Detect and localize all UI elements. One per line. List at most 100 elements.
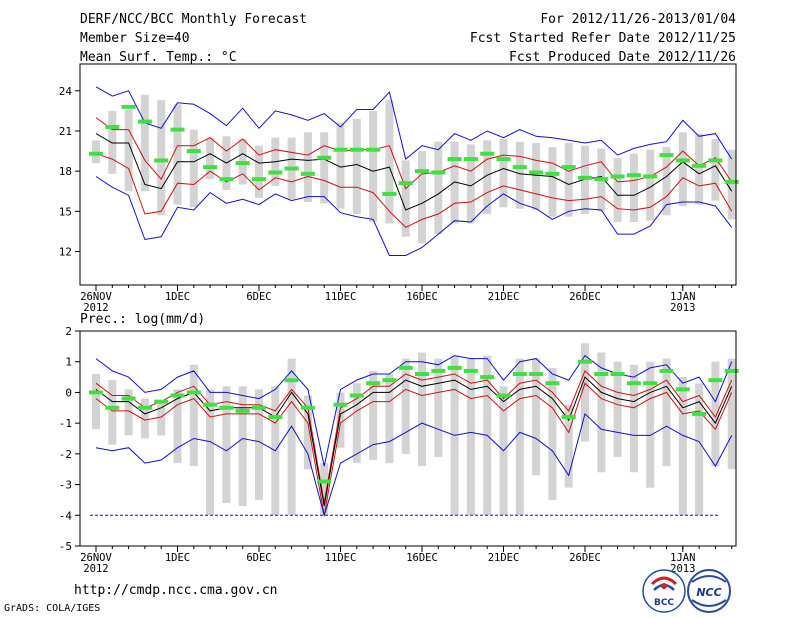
precip-range-box xyxy=(352,383,361,464)
temp-observed-mark xyxy=(235,161,250,166)
temp-range-box xyxy=(564,143,573,217)
temp-upper-line xyxy=(95,117,733,190)
temp-observed-mark xyxy=(561,165,576,170)
agency-logos: BCC NCC xyxy=(642,569,731,613)
temp-range-box xyxy=(189,129,198,208)
precip-observed-mark xyxy=(529,372,544,376)
temp-range-box xyxy=(711,139,720,201)
precip-observed-mark xyxy=(105,405,120,410)
temp-observed-mark xyxy=(431,170,446,175)
precip-observed-mark xyxy=(170,393,185,398)
precip-xtick-label: 21DEC xyxy=(488,552,520,564)
precip-ytick-label: -3 xyxy=(59,479,72,492)
precip-observed-mark xyxy=(154,399,169,404)
temp-range-box xyxy=(450,141,459,224)
precip-xtick-label: 1JAN xyxy=(670,552,695,564)
temp-xtick-sublabel: 2013 xyxy=(670,302,695,314)
precip-variable-label: Prec.: log(mm/d) xyxy=(80,312,205,327)
precip-range-box xyxy=(727,358,736,470)
temp-xtick-label: 26NOV xyxy=(80,291,112,303)
precip-observed-mark xyxy=(203,402,218,407)
temp-range-box xyxy=(124,109,133,192)
bcc-logo: BCC xyxy=(642,569,686,613)
precip-range-box xyxy=(124,389,133,436)
precip-range-box xyxy=(532,358,541,476)
temp-xtick-label: 21DEC xyxy=(488,291,520,303)
temp-range-box xyxy=(613,157,622,223)
temp-observed-mark xyxy=(333,147,348,152)
temp-range-box xyxy=(320,132,329,204)
temp-range-box xyxy=(255,145,263,198)
temp-observed-mark xyxy=(675,158,690,163)
precip-range-box xyxy=(662,358,671,467)
temp-ytick-label: 18 xyxy=(59,165,72,178)
ncc-logo-text: NCC xyxy=(696,586,721,599)
precip-observed-mark xyxy=(300,405,315,410)
source-url[interactable]: http://cmdp.ncc.cma.gov.cn xyxy=(74,583,278,598)
precip-range-box xyxy=(581,343,589,442)
temp-observed-mark xyxy=(398,181,413,186)
temp-range-box xyxy=(678,132,687,206)
temp-observed-mark xyxy=(170,127,185,132)
temp-observed-mark xyxy=(382,191,397,196)
precip-observed-mark xyxy=(545,381,560,386)
temp-xtick-label: 1DEC xyxy=(165,291,190,303)
temp-range-box xyxy=(418,151,426,244)
temp-observed-mark xyxy=(219,177,234,182)
temp-range-box xyxy=(336,122,345,209)
temp-observed-mark xyxy=(578,175,592,180)
temp-observed-mark xyxy=(121,104,136,109)
precip-observed-mark xyxy=(219,405,234,410)
temp-observed-mark xyxy=(659,153,674,158)
precip-xtick-label: 16DEC xyxy=(406,552,438,564)
precip-range-box xyxy=(369,370,378,460)
precip-range-box xyxy=(515,358,524,516)
temp-range-box xyxy=(157,100,166,216)
precip-range-box xyxy=(336,392,345,448)
temp-range-box xyxy=(92,140,100,164)
grads-credit: GrADS: COLA/IGES xyxy=(4,603,101,614)
temp-observed-mark xyxy=(512,165,527,170)
precip-range-box xyxy=(629,364,638,473)
temp-observed-mark xyxy=(300,171,315,176)
temp-observed-mark xyxy=(545,171,560,176)
temp-observed-mark xyxy=(349,147,364,152)
precip-range-box xyxy=(140,398,149,439)
precip-mean-line xyxy=(95,376,733,507)
precip-range-box xyxy=(385,374,394,464)
precip-observed-mark xyxy=(447,365,462,370)
precip-observed-mark xyxy=(121,396,136,401)
temp-range-box xyxy=(662,147,671,216)
precip-observed-mark xyxy=(186,390,201,395)
temp-range-box xyxy=(434,141,443,235)
temp-range-box xyxy=(532,143,541,210)
precip-xtick-sublabel: 2013 xyxy=(670,563,695,575)
precip-max-line xyxy=(95,354,733,467)
temp-lower-line xyxy=(95,153,733,229)
precip-range-box xyxy=(564,404,573,488)
precip-range-box xyxy=(678,377,687,516)
temp-observed-mark xyxy=(496,157,511,162)
temp-xtick-sublabel: 2012 xyxy=(83,302,108,314)
precip-range-box xyxy=(222,386,231,503)
precip-range-box xyxy=(434,358,443,457)
precip-upper-line xyxy=(95,370,733,504)
temp-observed-mark xyxy=(529,170,544,175)
precip-observed-mark xyxy=(415,372,429,376)
precip-ytick-label: 2 xyxy=(65,325,72,338)
precip-frame xyxy=(79,330,737,547)
precip-xtick-label: 6DEC xyxy=(246,552,271,564)
precip-observed-mark xyxy=(594,372,609,376)
precip-range-box xyxy=(711,361,720,467)
temp-observed-mark xyxy=(186,149,201,154)
forecast-produced-date: Fcst Produced Date 2012/11/26 xyxy=(509,50,736,65)
precip-ytick-label: -2 xyxy=(59,448,72,461)
temp-range-box xyxy=(206,137,215,180)
precip-min-line xyxy=(95,412,733,518)
temp-range-box xyxy=(499,139,508,208)
temp-ytick-label: 12 xyxy=(59,246,72,259)
precip-observed-mark xyxy=(675,387,690,392)
precip-ytick-label: -4 xyxy=(59,509,73,522)
